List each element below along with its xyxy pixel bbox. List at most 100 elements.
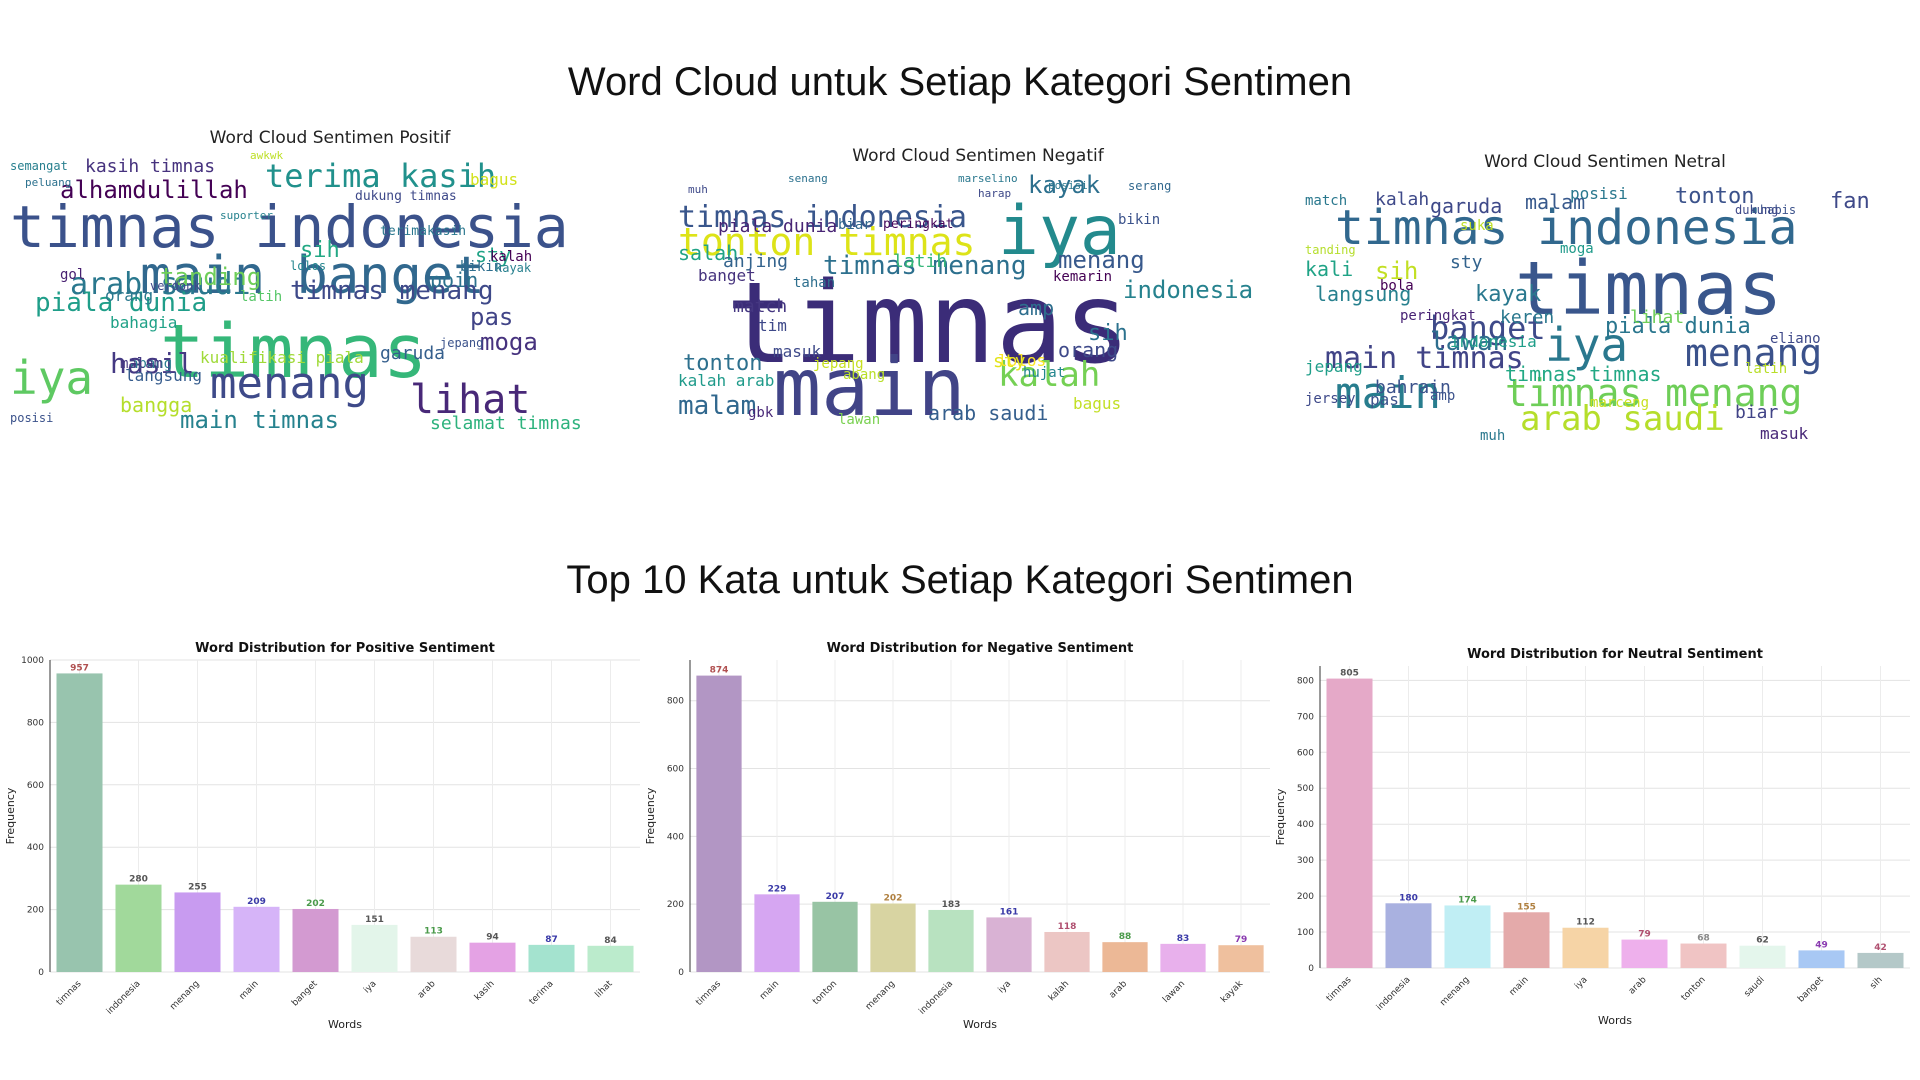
y-tick-label: 400 [27, 843, 44, 853]
wordcloud-word: peluang [25, 176, 72, 189]
wordcloud-word: indonesia [1450, 332, 1537, 351]
bar-value-label: 874 [710, 666, 729, 676]
y-tick-label: 200 [667, 900, 684, 910]
chart-svg: 0 200 400 600 800 874 timnas 229 main 207 tonton 20… [644, 641, 1270, 1031]
wordcloud-word: timnas menang [290, 276, 494, 306]
bar [1444, 905, 1491, 968]
bar [1218, 945, 1264, 972]
wordcloud-word: terimakasih [380, 224, 467, 239]
wordcloud-word: main [1335, 368, 1441, 419]
x-tick-label: main [758, 979, 781, 1002]
wordcloud-word: biar [838, 217, 872, 233]
y-tick-label: 600 [27, 781, 44, 791]
wordcloud-word: tonton [1675, 184, 1755, 209]
bar [1562, 927, 1609, 968]
y-tick-label: 0 [1308, 964, 1314, 974]
wordcloud-word: marselino [958, 172, 1018, 185]
bar [754, 894, 800, 972]
wordcloud-word: main [773, 341, 966, 434]
bar-value-label: 79 [1638, 930, 1651, 940]
wordcloud-word: salah [678, 241, 739, 265]
y-tick-label: 200 [1297, 892, 1314, 902]
wordcloud-word: fan [1830, 189, 1870, 214]
bar [1326, 678, 1373, 968]
wordcloud-word: menang [210, 358, 369, 409]
wordcloud-word: tim [758, 316, 787, 335]
wordcloud-word: kalah [1375, 189, 1430, 210]
wordcloud-word: moga [480, 328, 538, 356]
wordcloud-word: hasil [110, 347, 195, 380]
wordcloud-word: serang [1128, 179, 1172, 193]
bar-value-label: 180 [1399, 893, 1418, 903]
wordcloud-word: tonton timnas [678, 220, 976, 264]
wordcloud-negative-title: Word Cloud Sentimen Negatif [852, 146, 1104, 166]
wordcloud-word: kayak [1475, 282, 1542, 307]
wordcloud-word: suka [1460, 218, 1494, 234]
wordcloud-word: match [1305, 193, 1348, 209]
bar-value-label: 174 [1458, 895, 1477, 905]
x-axis-label: Words [1598, 1014, 1632, 1027]
bar-value-label: 805 [1340, 669, 1359, 679]
bar [410, 936, 457, 972]
wordcloud-word: timnas indonesia [1335, 200, 1798, 256]
wordcloud-word: gbk [748, 405, 774, 421]
wordcloud-word: lawan [1430, 327, 1509, 357]
wordcloud-word: bahrain [1375, 377, 1451, 398]
bars-section-title: Top 10 Kata untuk Setiap Kategori Sentim… [566, 558, 1354, 602]
x-tick-label: tonton [811, 979, 839, 1007]
wordcloud-word: verdonk [150, 279, 201, 293]
bar-value-label: 88 [1119, 932, 1132, 942]
wordcloud-word: kali [1305, 257, 1354, 281]
x-tick-label: kalah [1047, 979, 1071, 1003]
wordcloud-word: latih [1745, 361, 1788, 377]
wordcloud-word: malam [1525, 190, 1586, 214]
bar-value-label: 84 [604, 936, 617, 946]
bar-value-label: 79 [1235, 935, 1248, 945]
wordcloud-word: bikin [460, 259, 503, 275]
wordcloud-word: hujat [1023, 365, 1066, 381]
wordcloud-word: latih [240, 289, 283, 305]
wordcloud-word: dukung [1735, 203, 1779, 217]
wordcloud-word: semangat [10, 159, 68, 173]
wordcloud-word: garuda [1430, 194, 1503, 218]
wordcloud-section-title: Word Cloud untuk Setiap Kategori Sentime… [567, 60, 1353, 104]
bar-value-label: 161 [1000, 907, 1019, 917]
wordcloud-word: main timnas [1325, 341, 1524, 376]
x-tick-label: sih [1868, 975, 1884, 991]
x-axis-label: Words [963, 1018, 997, 1031]
bar [1385, 903, 1432, 968]
wordcloud-word: kasih timnas [85, 156, 216, 177]
bar [1160, 943, 1206, 972]
bar-value-label: 957 [70, 663, 89, 673]
bar [696, 675, 742, 972]
wordcloud-word: tahan [793, 275, 836, 291]
wordcloud-word: iya [1545, 318, 1629, 372]
bar-chart-negative: 0 200 400 600 800 874 timnas 229 main 207 tonton 20… [640, 636, 1280, 1056]
bar-value-label: 87 [545, 935, 558, 945]
bar [1044, 931, 1090, 972]
x-tick-label: tonton [1680, 975, 1708, 1003]
wordcloud-word: sty [993, 351, 1026, 372]
wordcloud-word: abang [130, 356, 173, 372]
wordcloud-word: masuk [1760, 424, 1809, 443]
wordcloud-word: bangga [120, 393, 193, 417]
bar-value-label: 207 [826, 892, 845, 902]
x-tick-label: iya [997, 979, 1014, 996]
wordcloud-word: amp [1018, 296, 1055, 320]
wordcloud-word: masuk [773, 342, 822, 361]
y-tick-label: 400 [667, 832, 684, 842]
bar [292, 908, 339, 972]
bar [1739, 945, 1786, 968]
wordcloud-word: arab saudi [1520, 399, 1725, 439]
wordcloud-word: langsung [125, 366, 203, 385]
wordcloud-word: biar [1735, 402, 1779, 423]
y-tick-label: 800 [1297, 676, 1314, 686]
bar [1857, 952, 1904, 968]
chart-title: Word Distribution for Negative Sentiment [827, 641, 1134, 656]
wordcloud-word: banget [1430, 309, 1546, 347]
wordcloud-word: jepang [440, 336, 484, 350]
y-axis-label: Frequency [1274, 788, 1287, 845]
wordcloud-word: menang [1685, 331, 1823, 375]
wordcloud-word: tanding [1305, 243, 1356, 257]
bar-value-label: 118 [1058, 922, 1077, 932]
